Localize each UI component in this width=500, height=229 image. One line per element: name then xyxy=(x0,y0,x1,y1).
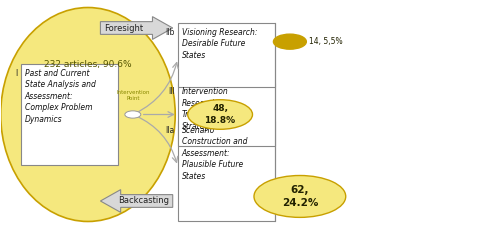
Text: 62,
24.2%: 62, 24.2% xyxy=(282,185,318,208)
Text: IIb: IIb xyxy=(166,28,174,37)
Text: 14, 5,5%: 14, 5,5% xyxy=(309,37,342,46)
FancyBboxPatch shape xyxy=(178,23,275,87)
Circle shape xyxy=(274,34,306,49)
Polygon shape xyxy=(100,17,172,39)
Text: Visioning Research:
Desirable Future
States: Visioning Research: Desirable Future Sta… xyxy=(182,28,257,60)
Text: IIa: IIa xyxy=(166,126,174,135)
Text: Past and Current
State Analysis and
Assessment:
Complex Problem
Dynamics: Past and Current State Analysis and Asse… xyxy=(24,69,96,124)
Circle shape xyxy=(188,100,252,129)
Polygon shape xyxy=(100,190,172,212)
Circle shape xyxy=(254,175,346,217)
Text: I: I xyxy=(16,69,18,78)
Text: 48,
18.8%: 48, 18.8% xyxy=(204,104,236,125)
Ellipse shape xyxy=(0,8,175,221)
FancyBboxPatch shape xyxy=(20,64,118,165)
Text: Scenario
Construction and
Assessment:
Plausible Future
States: Scenario Construction and Assessment: Pl… xyxy=(182,126,247,181)
FancyBboxPatch shape xyxy=(178,121,275,221)
Text: Intervention
Point: Intervention Point xyxy=(116,90,150,101)
Text: Intervention
Research:
Transition
Strategies: Intervention Research: Transition Strate… xyxy=(182,87,228,131)
Circle shape xyxy=(125,111,141,118)
Text: Backcasting: Backcasting xyxy=(118,196,170,205)
FancyBboxPatch shape xyxy=(178,83,275,146)
Text: 232 articles, 90.6%: 232 articles, 90.6% xyxy=(44,60,132,69)
Text: III: III xyxy=(168,87,174,96)
Text: Foresight: Foresight xyxy=(104,24,144,33)
